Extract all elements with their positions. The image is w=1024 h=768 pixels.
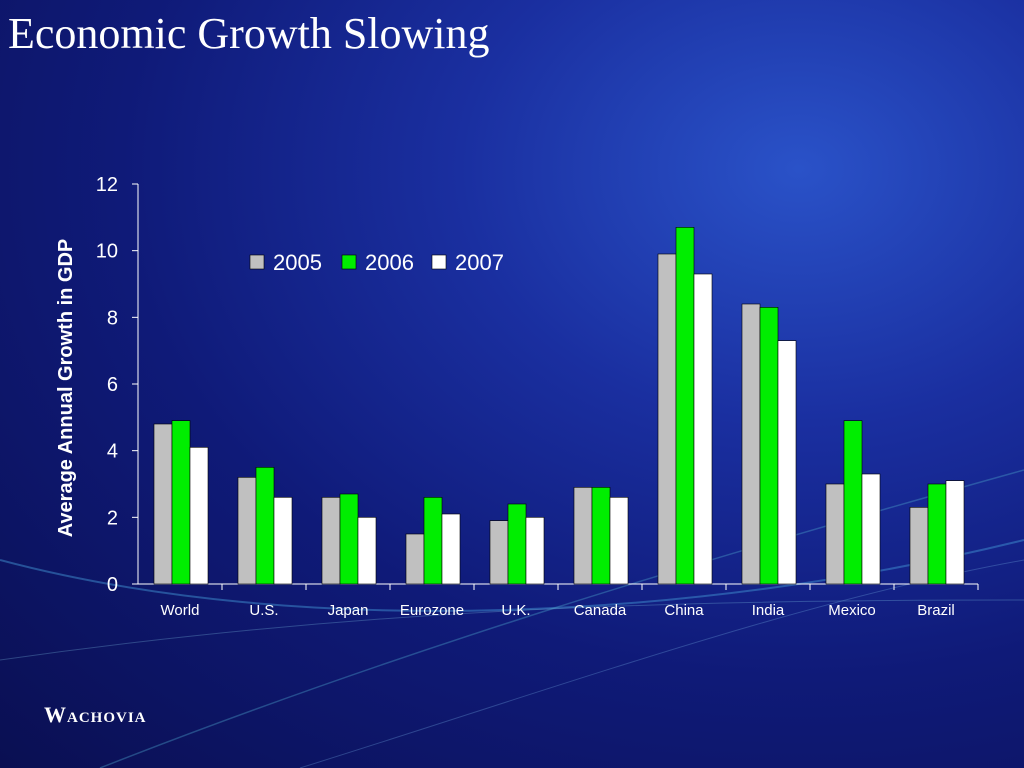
legend-label: 2007	[455, 250, 504, 275]
legend-swatch-2005	[249, 254, 265, 270]
bar-2006	[675, 227, 695, 585]
bar-2006	[339, 493, 359, 585]
legend-label: 2006	[365, 250, 414, 275]
bar-2006	[759, 307, 779, 585]
x-tick-label: China	[664, 602, 704, 619]
legend-swatch-2007	[431, 254, 447, 270]
bar-2007	[861, 473, 881, 585]
y-tick-label: 2	[107, 507, 118, 529]
bar-2005	[489, 520, 509, 585]
bar-2007	[441, 513, 461, 585]
bar-2007	[189, 447, 209, 585]
y-tick-label: 10	[96, 241, 118, 263]
x-tick-label: Brazil	[917, 602, 955, 619]
x-tick-label: Canada	[574, 602, 627, 619]
x-tick-label: India	[752, 602, 785, 619]
bar-2005	[405, 533, 425, 585]
bar-2006	[255, 467, 275, 585]
y-axis-title: Average Annual Growth in GDP	[55, 239, 77, 538]
bar-2005	[153, 423, 173, 585]
x-tick-label: U.S.	[249, 602, 278, 619]
bar-2006	[591, 487, 611, 585]
bar-2007	[357, 517, 377, 585]
y-tick-label: 0	[107, 574, 118, 596]
bar-2005	[657, 253, 677, 585]
legend-label: 2005	[273, 250, 322, 275]
x-tick-label: U.K.	[501, 602, 530, 619]
slide-title: Economic Growth Slowing	[8, 9, 490, 58]
x-tick-label: World	[161, 602, 200, 619]
bar-2005	[321, 497, 341, 585]
y-tick-label: 4	[107, 441, 118, 463]
bar-2007	[777, 340, 797, 585]
bar-2005	[573, 487, 593, 585]
bar-2006	[843, 420, 863, 585]
bar-2005	[237, 477, 257, 585]
legend-swatch-2006	[341, 254, 357, 270]
wachovia-logo: Wachovia	[44, 702, 147, 727]
y-tick-label: 8	[107, 307, 118, 329]
x-tick-label: Mexico	[828, 602, 876, 619]
bar-2007	[525, 517, 545, 585]
y-tick-label: 12	[96, 174, 118, 196]
y-tick-label: 6	[107, 374, 118, 396]
bar-2005	[741, 303, 761, 585]
bar-2006	[423, 497, 443, 585]
bar-2006	[171, 420, 191, 585]
bar-2007	[945, 480, 965, 585]
bar-2007	[273, 497, 293, 585]
bar-2005	[909, 507, 929, 585]
bar-2007	[693, 273, 713, 585]
x-tick-label: Eurozone	[400, 602, 464, 619]
bar-2006	[927, 483, 947, 585]
bar-2006	[507, 503, 527, 585]
bar-2007	[609, 497, 629, 585]
x-tick-label: Japan	[328, 602, 369, 619]
bar-2005	[825, 483, 845, 585]
